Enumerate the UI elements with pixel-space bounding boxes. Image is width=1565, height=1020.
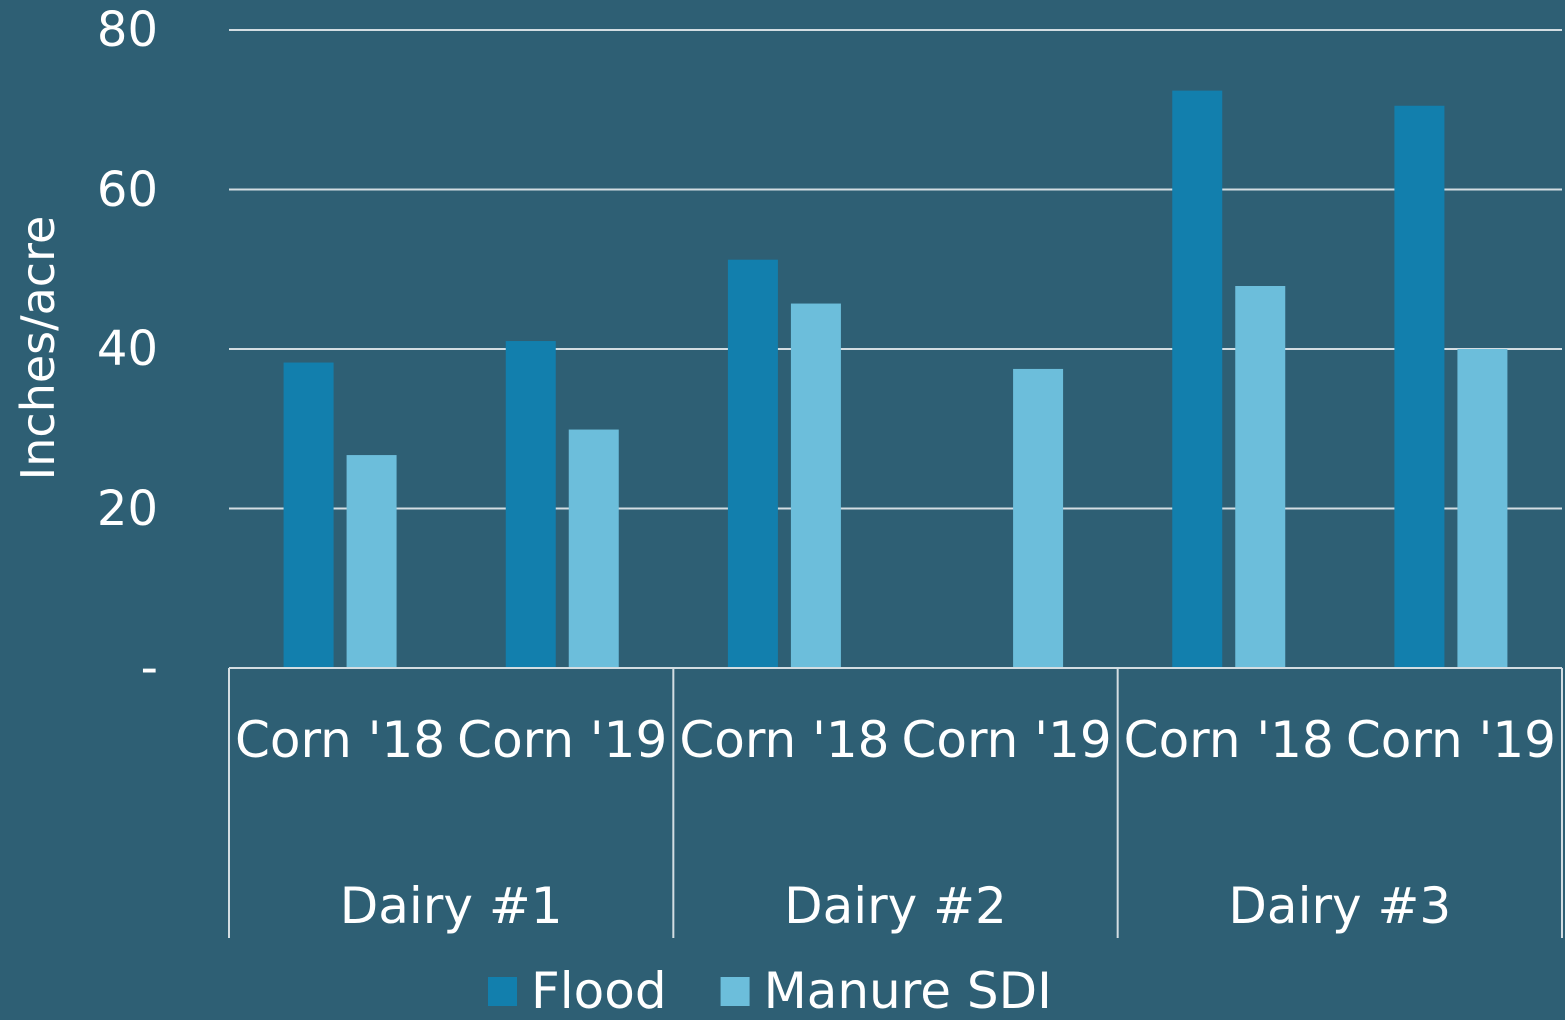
bar [505, 341, 556, 668]
bar [1394, 105, 1445, 668]
x-tick-label: Corn '18 [235, 711, 446, 769]
y-tick-label: 80 [96, 2, 158, 58]
bar [1172, 90, 1223, 669]
y-tick-label: 60 [96, 161, 158, 218]
bar [1013, 368, 1064, 668]
bar [1457, 349, 1508, 668]
x-tick-label: Corn '19 [457, 711, 668, 769]
x-tick-label: Corn '19 [1345, 711, 1556, 769]
y-tick-label: 20 [96, 480, 158, 537]
x-tick-label: Corn '18 [1123, 711, 1334, 769]
legend-swatch [720, 977, 750, 1006]
bar [727, 259, 778, 668]
bar [283, 362, 334, 668]
x-tick-label: Corn '19 [901, 711, 1112, 769]
bar [346, 455, 397, 668]
bar [568, 429, 619, 668]
legend-label: Flood [531, 962, 667, 1020]
group-label: Dairy #3 [1228, 877, 1452, 935]
bar [790, 303, 841, 668]
legend-label: Manure SDI [763, 962, 1052, 1020]
group-label: Dairy #2 [784, 877, 1007, 935]
y-tick-label: - [140, 640, 158, 696]
bar [1235, 285, 1286, 668]
x-tick-label: Corn '18 [679, 711, 890, 769]
legend-swatch [488, 977, 517, 1006]
y-tick-label: 40 [96, 321, 158, 377]
group-label: Dairy #1 [339, 877, 563, 935]
